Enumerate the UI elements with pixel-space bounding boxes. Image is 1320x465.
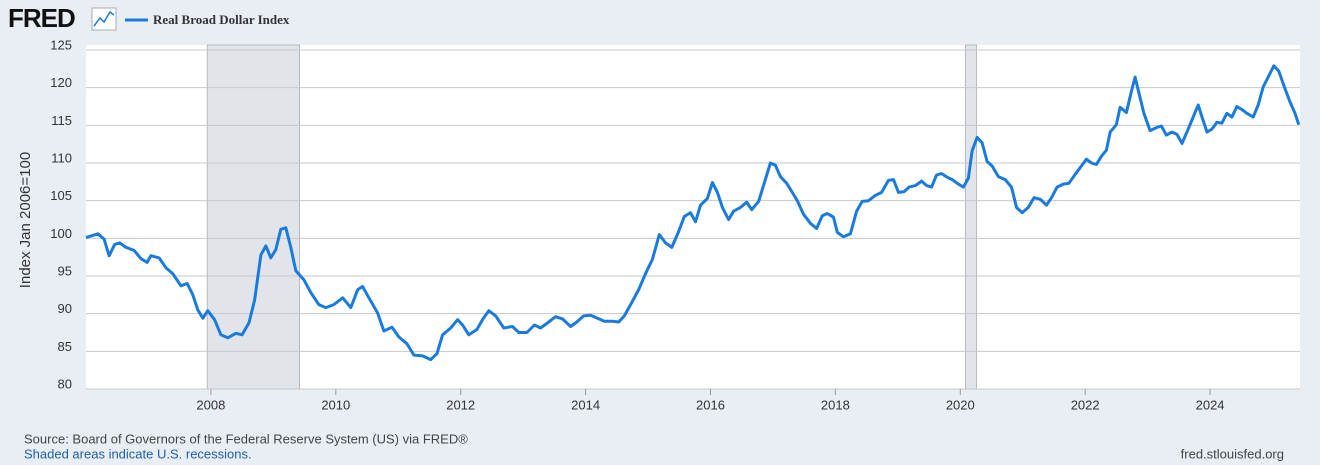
logo: FRED — [8, 3, 75, 33]
source: Source: Board of Governors of the Federa… — [24, 431, 468, 446]
y-tick-label: 120 — [50, 75, 72, 90]
x-tick-label: 2010 — [321, 397, 350, 412]
y-tick-label: 100 — [50, 226, 72, 241]
y-tick-label: 115 — [51, 113, 72, 128]
y-tick-label: 85 — [58, 339, 72, 354]
logo-icon — [91, 7, 117, 31]
url[interactable]: fred.stlouisfed.org — [1181, 446, 1284, 461]
y-tick-label: 95 — [58, 263, 72, 278]
x-tick-label: 2016 — [696, 397, 725, 412]
x-tick-label: 2022 — [1071, 397, 1100, 412]
legend-label: Real Broad Dollar Index — [153, 12, 290, 27]
x-tick-label: 2018 — [821, 397, 850, 412]
x-tick-label: 2008 — [196, 397, 225, 412]
recession-band — [964, 44, 977, 390]
y-tick-label: 110 — [51, 150, 72, 165]
data-line — [85, 64, 1301, 362]
y-axis-label: Index Jan 2006=100 — [17, 152, 34, 288]
x-tick-label: 2024 — [1196, 397, 1225, 412]
x-tick-label: 2014 — [571, 397, 600, 412]
x-tick-label: 2012 — [446, 397, 475, 412]
y-tick-label: 90 — [58, 301, 72, 316]
y-tick-label: 105 — [50, 188, 72, 203]
x-tick-label: 2020 — [946, 397, 975, 412]
y-tick-label: 125 — [50, 37, 72, 52]
recession-note[interactable]: Shaded areas indicate U.S. recessions. — [24, 446, 252, 461]
y-tick-label: 80 — [58, 376, 72, 391]
recession-band — [206, 44, 300, 390]
